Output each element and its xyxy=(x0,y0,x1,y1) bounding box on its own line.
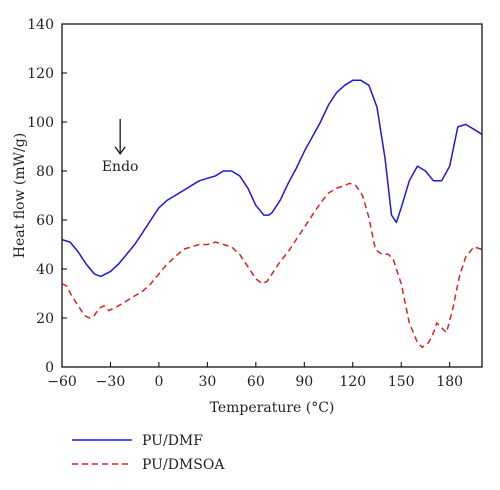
y-tick-label: 60 xyxy=(36,213,54,229)
y-axis-ticks: 0 20 40 60 80 100 120 140 xyxy=(27,17,67,376)
legend-label-2: PU/DMSOA xyxy=(142,457,225,473)
y-tick-label: 0 xyxy=(45,360,54,376)
plot-border xyxy=(61,23,483,368)
endo-annotation: Endo xyxy=(102,118,139,175)
x-tick-label: 150 xyxy=(388,374,415,390)
series-line-1 xyxy=(61,79,483,278)
x-tick-label: 120 xyxy=(339,374,366,390)
x-tick-label: 30 xyxy=(198,374,216,390)
endo-arrow-head xyxy=(114,146,126,155)
x-tick-label: −30 xyxy=(96,374,126,390)
y-tick-label: 20 xyxy=(36,311,54,327)
y-tick-label: 40 xyxy=(36,262,54,278)
x-tick-label: 0 xyxy=(154,374,163,390)
legend-label-1: PU/DMF xyxy=(142,433,203,449)
x-tick-label: 60 xyxy=(247,374,265,390)
y-axis-title: Heat flow (mW/g) xyxy=(12,133,28,258)
series-layer xyxy=(61,79,483,349)
plot-frame xyxy=(61,23,483,368)
x-tick-label: 90 xyxy=(295,374,313,390)
x-tick-label: −60 xyxy=(47,374,77,390)
y-tick-label: 140 xyxy=(27,17,54,33)
y-tick-label: 120 xyxy=(27,66,54,82)
y-tick-label: 80 xyxy=(36,164,54,180)
x-axis-title: Temperature (°C) xyxy=(210,400,335,416)
endo-annotation-label: Endo xyxy=(102,159,139,175)
series-line-2 xyxy=(61,182,483,349)
x-tick-label: 180 xyxy=(436,374,463,390)
x-axis-ticks: −60 −30 0 30 60 90 120 150 180 xyxy=(47,362,463,390)
y-tick-label: 100 xyxy=(27,115,54,131)
legend: PU/DMF PU/DMSOA xyxy=(72,433,225,473)
